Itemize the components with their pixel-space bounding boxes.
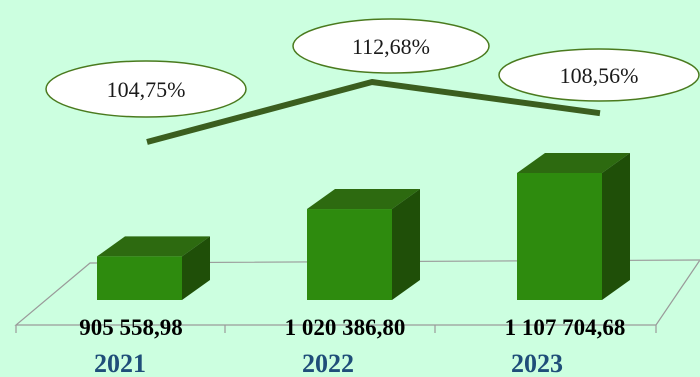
growth-label: 112,68% (352, 34, 430, 59)
tick-label-year: 2022 (302, 349, 354, 377)
tick-label-year: 2023 (511, 349, 563, 377)
growth-label: 108,56% (560, 63, 639, 88)
bar-2022 (307, 209, 392, 300)
growth-label: 104,75% (107, 77, 186, 102)
bar-2023 (517, 173, 602, 300)
bar-2021 (97, 256, 182, 300)
value-labels: 905 558,98 1 020 386,80 1 107 704,68 (79, 315, 625, 340)
bars (97, 153, 630, 300)
value-label: 905 558,98 (79, 315, 183, 340)
bar-side (602, 153, 630, 300)
value-label: 1 107 704,68 (505, 315, 626, 340)
value-label: 1 020 386,80 (285, 315, 406, 340)
year-labels: 2021 2022 2023 (94, 349, 563, 377)
tick-label-year: 2021 (94, 349, 146, 377)
growth-bubbles: 104,75% 112,68% 108,56% (46, 19, 699, 117)
